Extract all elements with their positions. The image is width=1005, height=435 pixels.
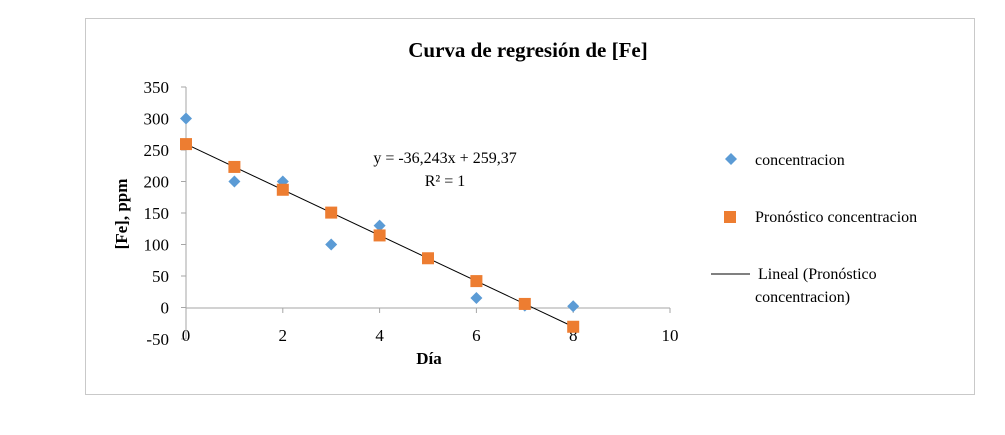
legend-label-pronostico: Pronóstico concentracion <box>755 209 917 226</box>
legend-label-lineal-1: Lineal (Pronóstico <box>758 266 877 283</box>
series-concentracion <box>180 112 580 313</box>
point-pronostico-concentracion <box>276 183 289 196</box>
point-pronostico-concentracion <box>518 297 531 310</box>
legend-diamond-marker <box>725 153 737 165</box>
legend: concentracion Pronóstico concentracion L… <box>711 152 917 306</box>
chart-title: Curva de regresión de [Fe] <box>408 38 648 62</box>
point-concentracion <box>373 219 386 232</box>
point-concentracion <box>228 175 241 188</box>
y-tick-label: 100 <box>144 236 170 255</box>
point-concentracion <box>567 300 580 313</box>
point-pronostico-concentracion <box>325 206 338 219</box>
x-tick-label: 6 <box>472 326 481 345</box>
legend-label-lineal-2: concentracion) <box>755 289 850 306</box>
point-concentracion <box>470 292 483 305</box>
y-tick-label: 0 <box>161 299 170 318</box>
point-pronostico-concentracion <box>567 320 580 333</box>
y-tick-label: 50 <box>152 267 169 286</box>
y-tick-label: -50 <box>146 330 169 349</box>
point-concentracion <box>180 112 192 125</box>
y-tick-label: 200 <box>144 173 170 192</box>
point-pronostico-concentracion <box>422 252 434 265</box>
y-tick-label: 300 <box>144 110 170 129</box>
legend-square-marker <box>724 211 736 223</box>
legend-label-concentracion: concentracion <box>755 152 845 169</box>
x-axis-ticks: 0 2 4 6 8 10 <box>182 308 679 345</box>
trendline-r-squared: R² = 1 <box>425 173 466 190</box>
chart-area <box>85 18 975 395</box>
y-tick-label: 350 <box>144 78 170 97</box>
point-pronostico-concentracion <box>470 275 483 288</box>
y-tick-label: 250 <box>144 141 170 160</box>
x-axis-title: Día <box>416 349 442 368</box>
series-pronostico-concentracion <box>180 138 580 333</box>
point-pronostico-concentracion <box>180 138 192 151</box>
point-concentracion <box>325 238 338 251</box>
x-tick-label: 10 <box>662 326 679 345</box>
trendline-equation: y = -36,243x + 259,37 <box>373 150 516 167</box>
y-axis-title: [Fe], ppm <box>112 179 131 250</box>
point-pronostico-concentracion <box>373 229 386 242</box>
x-tick-label: 8 <box>569 326 578 345</box>
y-axis-ticks: -50 0 50 100 150 200 250 300 350 <box>144 78 186 349</box>
y-tick-label: 150 <box>144 204 170 223</box>
point-pronostico-concentracion <box>228 160 241 173</box>
x-tick-label: 4 <box>375 326 384 345</box>
x-tick-label: 2 <box>279 326 288 345</box>
